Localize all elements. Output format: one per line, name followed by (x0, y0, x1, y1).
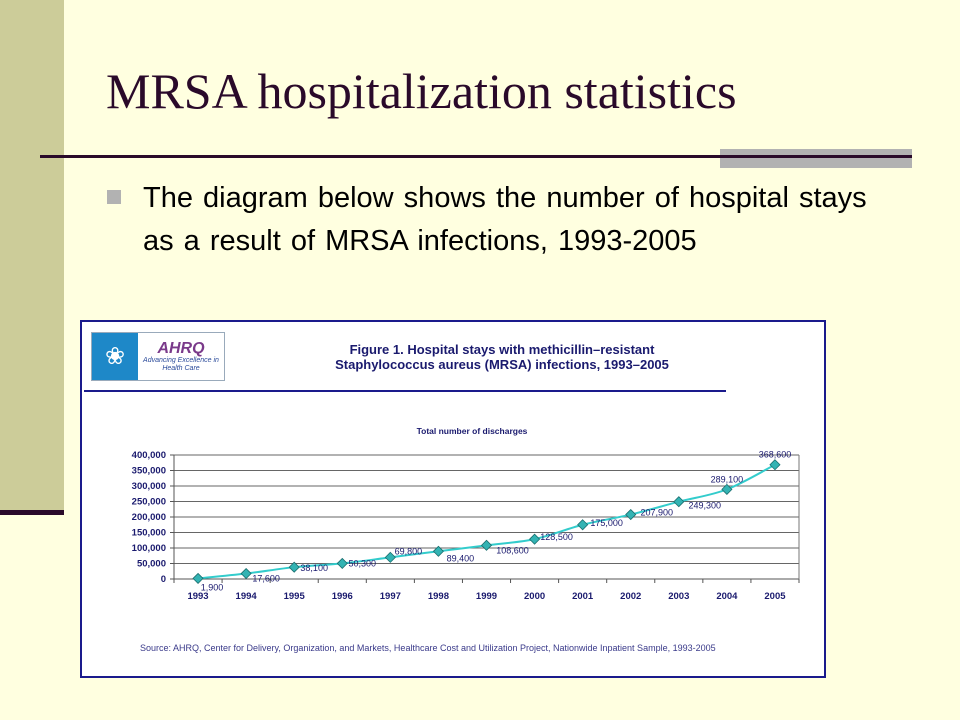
x-tick-label: 2003 (668, 591, 689, 602)
data-label: 1,900 (201, 582, 224, 592)
sidebar-accent (0, 0, 64, 510)
figure-title-line1: Figure 1. Hospital stays with methicilli… (349, 342, 655, 357)
y-tick-label: 0 (161, 574, 166, 585)
y-tick-label: 200,000 (132, 512, 166, 523)
data-point-marker (240, 567, 252, 580)
x-tick-label: 1993 (187, 591, 208, 602)
data-point-marker (625, 508, 637, 521)
hhs-eagle-icon: ❀ (92, 333, 138, 380)
ahrq-logo: ❀ AHRQ Advancing Excellence in Health Ca… (91, 332, 225, 381)
data-point-marker (577, 519, 589, 531)
data-point-marker (432, 545, 444, 557)
x-tick-label: 2005 (764, 591, 786, 602)
x-tick-label: 2002 (620, 591, 641, 602)
x-tick-label: 1999 (476, 591, 497, 602)
figure-source: Source: AHRQ, Center for Delivery, Organ… (140, 643, 716, 653)
logo-tagline: Advancing Excellence in Health Care (143, 356, 219, 372)
data-point-marker (336, 557, 348, 569)
data-label: 38,100 (300, 563, 328, 573)
data-label: 175,000 (590, 518, 623, 528)
logo-name: AHRQ (157, 339, 205, 357)
data-point-marker (384, 551, 396, 563)
title-rule (40, 155, 912, 158)
data-label: 108,600 (496, 545, 529, 555)
figure-rule (84, 390, 726, 392)
x-tick-label: 2004 (716, 591, 738, 602)
figure-title: Figure 1. Hospital stays with methicilli… (242, 342, 762, 372)
title-rule-accent (720, 149, 912, 168)
data-label: 249,300 (689, 501, 722, 511)
data-label: 69,800 (395, 546, 423, 556)
x-tick-label: 1997 (380, 591, 401, 602)
slide-title: MRSA hospitalization statistics (106, 63, 737, 119)
data-point-marker (529, 533, 541, 545)
data-label: 17,600 (252, 574, 280, 584)
data-label: 128,500 (540, 532, 573, 542)
data-point-marker (673, 496, 685, 508)
data-label: 89,400 (447, 553, 475, 563)
y-tick-label: 100,000 (132, 543, 166, 554)
data-point-marker (192, 572, 204, 584)
figure-title-line2: Staphylococcus aureus (MRSA) infections,… (335, 357, 669, 372)
bullet-square-icon (107, 190, 121, 204)
chart-title: Total number of discharges (417, 426, 528, 436)
data-label: 50,300 (349, 558, 377, 568)
data-point-marker (769, 459, 781, 471)
sidebar-rule (0, 510, 64, 515)
x-tick-label: 1994 (236, 591, 258, 602)
x-tick-label: 2000 (524, 591, 545, 602)
y-tick-label: 400,000 (132, 450, 166, 461)
data-label: 368,600 (759, 450, 792, 460)
y-tick-label: 250,000 (132, 497, 166, 508)
data-label: 207,900 (640, 508, 673, 518)
bullet-text: The diagram below shows the number of ho… (143, 182, 867, 257)
x-tick-label: 1996 (332, 591, 353, 602)
y-tick-label: 150,000 (132, 528, 166, 539)
x-tick-label: 1995 (284, 591, 306, 602)
x-tick-label: 1998 (428, 591, 449, 602)
data-label: 289,100 (711, 474, 744, 484)
data-point-marker (721, 483, 733, 495)
x-tick-label: 2001 (572, 591, 594, 602)
y-tick-label: 350,000 (132, 466, 166, 477)
y-tick-label: 50,000 (137, 559, 166, 570)
data-point-marker (288, 561, 300, 573)
data-point-marker (480, 539, 493, 551)
series-line (197, 463, 776, 580)
figure-panel: ❀ AHRQ Advancing Excellence in Health Ca… (80, 320, 826, 678)
y-tick-label: 300,000 (132, 481, 166, 492)
line-chart: Total number of discharges 0 50,000 100,00… (132, 426, 800, 602)
